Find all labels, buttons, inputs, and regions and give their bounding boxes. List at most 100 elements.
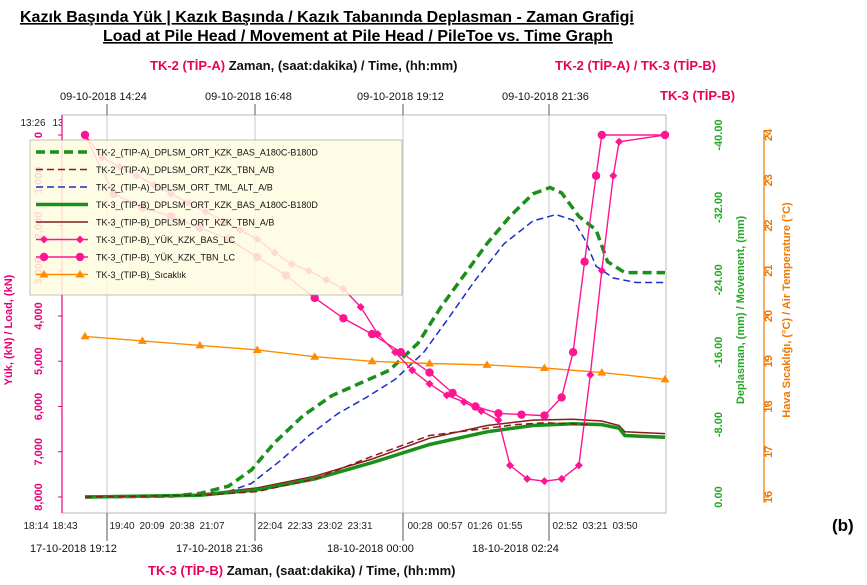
series-point — [339, 314, 348, 323]
temperature-tick-label: 16 — [763, 491, 775, 503]
legend-label: TK-3_(TIP-B)_YÜK_KZK_TBN_LC — [96, 253, 236, 263]
series-point — [591, 171, 601, 180]
series-point — [356, 302, 365, 311]
series-layer — [80, 130, 670, 499]
series-point — [80, 331, 90, 340]
legend-item: TK-3_(TIP-B)_YÜK_KZK_TBN_LC — [36, 253, 236, 263]
bottom-time-label: 18:14 — [23, 521, 48, 532]
temperature-axis-ticks: 24 23 22 21 20 19 18 17 16 — [763, 128, 775, 503]
left-axis-label: Yük, (kN) / Load, (kN) — [3, 274, 15, 385]
bottom-time-label: 23:02 — [317, 521, 342, 532]
movement-axis-label: Deplasman, (mm) / Movement, (mm) — [735, 216, 747, 405]
series-point — [494, 416, 503, 425]
temperature-tick-label: 18 — [763, 400, 775, 412]
temperature-tick-label: 19 — [763, 355, 775, 367]
bottom-date-label: 18-10-2018 00:00 — [327, 543, 414, 555]
series-point — [505, 461, 514, 470]
movement-tick-label: -24.00 — [713, 264, 725, 295]
series-point — [396, 348, 406, 357]
bottom-time-label: 03:50 — [612, 521, 637, 532]
series-point — [660, 374, 670, 383]
bottom-time-label: 18:43 — [52, 521, 77, 532]
legend-marker — [39, 270, 49, 278]
movement-axis-ticks: -40.00 -32.00 -24.00 -16.00 -8.00 0.00 — [713, 119, 725, 507]
legend-label: TK-2_(TIP-A)_DPLSM_ORT_TML_ALT_A/B — [96, 183, 273, 193]
series-point — [425, 368, 434, 377]
series-point — [460, 397, 469, 406]
top-axis-dates: 09-10-2018 14:24 09-10-2018 16:48 09-10-20… — [60, 91, 589, 103]
series-point — [310, 352, 320, 360]
left-tick-label: 7,000 — [33, 438, 45, 466]
bottom-time-label: 00:28 — [407, 521, 432, 532]
legend-marker — [39, 252, 49, 262]
series-point — [448, 388, 457, 398]
temperature-axis-label: Hava Sıcaklığı, (°C) / Air Temperature (… — [781, 202, 793, 418]
bottom-axis-prefix: TK-3 (TİP-B) — [148, 563, 223, 578]
bottom-date-label: 18-10-2018 02:24 — [472, 543, 559, 555]
temperature-tick-label: 21 — [763, 265, 775, 277]
bottom-axis-title: TK-3 (TİP-B) Zaman, (saat:dakika) / Time… — [148, 563, 455, 578]
legend-label: TK-2_(TIP-A)_DPLSM_ORT_KZK_BAS_A180C-B18… — [96, 148, 318, 158]
series-point — [660, 130, 670, 140]
series-1 — [84, 422, 591, 498]
bottom-time-label: 01:55 — [497, 521, 522, 532]
series-0 — [84, 185, 665, 499]
series-point — [615, 137, 624, 146]
series-point — [367, 329, 377, 339]
temperature-tick-label: 20 — [763, 310, 775, 322]
bottom-time-label: 22:04 — [257, 521, 282, 532]
movement-tick-label: -32.00 — [713, 192, 725, 223]
top-date-label: 09-10-2018 21:36 — [502, 91, 589, 103]
legend-items: TK-2_(TIP-A)_DPLSM_ORT_KZK_BAS_A180C-B18… — [36, 148, 318, 280]
bottom-time-label: 02:52 — [552, 521, 577, 532]
series-point — [195, 340, 205, 349]
series-point — [425, 359, 435, 367]
movement-tick-label: -16.00 — [713, 337, 725, 368]
movement-tick-label: 0.00 — [713, 486, 725, 507]
legend-item: TK-2_(TIP-A)_DPLSM_ORT_TML_ALT_A/B — [36, 183, 273, 193]
series-line — [84, 421, 666, 499]
series-point — [137, 336, 147, 344]
series-line — [84, 418, 666, 498]
bottom-time-label: 03:21 — [582, 521, 607, 532]
legend-label: TK-3_(TIP-B)_Sıcaklık — [96, 270, 187, 280]
series-point — [597, 130, 607, 140]
series-3 — [84, 421, 666, 499]
top-date-label: 09-10-2018 14:24 — [60, 91, 147, 103]
series-point — [425, 379, 434, 388]
legend-marker — [75, 252, 85, 262]
bottom-axis-label: Zaman, (saat:dakika) / Time, (hh:mm) — [223, 563, 455, 578]
series-line — [84, 185, 665, 499]
left-tick-label: 4,000 — [33, 302, 45, 330]
series-point — [597, 266, 606, 275]
legend-label: TK-3_(TIP-B)_YÜK_KZK_BAS_LC — [96, 235, 236, 245]
bottom-date-label: 17-10-2018 21:36 — [176, 543, 263, 555]
legend-item: TK-3_(TIP-B)_DPLSM_ORT_KZK_TBN_A/B — [36, 218, 274, 228]
bottom-time-label: 23:31 — [347, 521, 372, 532]
bottom-time-label: 21:07 — [199, 521, 224, 532]
panel-label: (b) — [832, 516, 854, 535]
legend-item: TK-2_(TIP-A)_DPLSM_ORT_KZK_BAS_A180C-B18… — [36, 148, 318, 158]
legend-item: TK-3_(TIP-B)_Sıcaklık — [36, 270, 187, 280]
temperature-tick-label: 23 — [763, 174, 775, 186]
legend-item: TK-2_(TIP-A)_DPLSM_ORT_KZK_TBN_A/B — [36, 165, 274, 175]
series-point — [540, 411, 549, 420]
series-point — [471, 402, 480, 411]
series-point — [80, 130, 90, 140]
legend-marker — [76, 235, 84, 244]
bottom-time-label: 20:09 — [139, 521, 164, 532]
series-point — [557, 474, 566, 483]
top-date-label: 09-10-2018 16:48 — [205, 91, 292, 103]
temperature-tick-label: 17 — [763, 446, 775, 458]
chart-title-english: Load at Pile Head / Movement at Pile Hea… — [103, 28, 613, 45]
bottom-axis-dates: 17-10-2018 19:12 17-10-2018 21:36 18-10-20… — [30, 543, 559, 555]
top-axis-title: TK-2 (TİP-A) Zaman, (saat:dakika) / Time… — [150, 58, 457, 73]
left-tick-label: 8,000 — [33, 483, 45, 511]
left-tick-label: 0 — [33, 132, 45, 138]
series-point — [597, 368, 607, 376]
series-point — [517, 410, 526, 419]
bottom-time-label: 20:38 — [169, 521, 194, 532]
bottom-axis-times: 18:14 18:43 19:40 20:09 20:38 21:07 22:04 22:33… — [23, 521, 637, 532]
series-point — [310, 293, 319, 303]
series-point — [539, 363, 549, 372]
